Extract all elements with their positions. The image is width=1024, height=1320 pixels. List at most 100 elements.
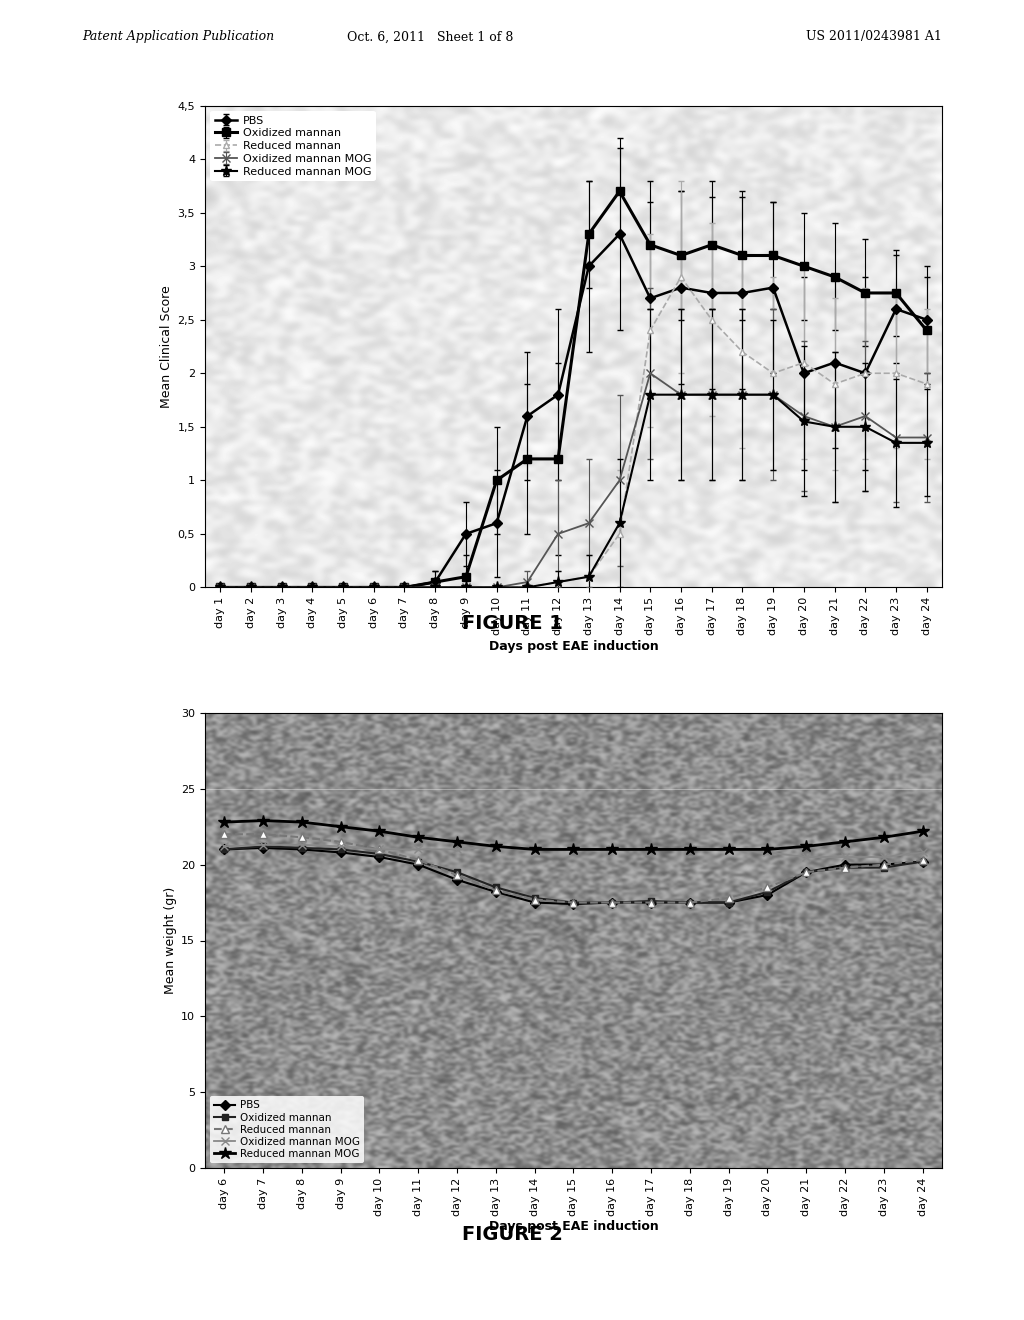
Oxidized mannan MOG: [489, 838, 502, 854]
PBS: [567, 896, 580, 912]
Reduced mannan: [528, 891, 541, 907]
PBS: [684, 895, 696, 911]
Reduced mannan MOG: [645, 842, 657, 858]
PBS: [916, 854, 929, 870]
Oxidized mannan: [606, 895, 618, 911]
Oxidized mannan MOG: [451, 842, 463, 858]
Oxidized mannan: [645, 894, 657, 909]
Oxidized mannan: [800, 865, 812, 880]
Reduced mannan: [800, 865, 812, 880]
Oxidized mannan MOG: [916, 845, 929, 861]
Reduced mannan MOG: [412, 829, 424, 845]
Oxidized mannan MOG: [296, 837, 308, 853]
Text: Oct. 6, 2011   Sheet 1 of 8: Oct. 6, 2011 Sheet 1 of 8: [347, 30, 513, 44]
Legend: PBS, Oxidized mannan, Reduced mannan, Oxidized mannan MOG, Reduced mannan MOG: PBS, Oxidized mannan, Reduced mannan, Ox…: [210, 1097, 365, 1163]
Oxidized mannan: [335, 842, 347, 858]
PBS: [839, 857, 851, 873]
Reduced mannan: [606, 895, 618, 911]
Text: FIGURE 2: FIGURE 2: [462, 1225, 562, 1243]
Oxidized mannan: [839, 859, 851, 875]
Oxidized mannan MOG: [528, 842, 541, 858]
PBS: [451, 873, 463, 888]
Oxidized mannan: [296, 840, 308, 855]
Reduced mannan: [916, 853, 929, 869]
Oxidized mannan: [218, 842, 230, 858]
X-axis label: Days post EAE induction: Days post EAE induction: [488, 640, 658, 652]
Text: FIGURE 1: FIGURE 1: [462, 614, 562, 632]
Line: Reduced mannan MOG: Reduced mannan MOG: [218, 814, 929, 855]
PBS: [335, 845, 347, 861]
PBS: [412, 857, 424, 873]
Line: PBS: PBS: [221, 845, 926, 908]
Oxidized mannan: [723, 895, 735, 911]
Oxidized mannan MOG: [218, 838, 230, 854]
Reduced mannan MOG: [374, 824, 386, 840]
Oxidized mannan MOG: [567, 842, 580, 858]
Reduced mannan: [723, 890, 735, 906]
Oxidized mannan MOG: [606, 842, 618, 858]
PBS: [528, 895, 541, 911]
Oxidized mannan MOG: [645, 842, 657, 858]
Oxidized mannan: [916, 854, 929, 870]
PBS: [761, 887, 773, 903]
Oxidized mannan: [684, 895, 696, 911]
Reduced mannan: [412, 853, 424, 869]
Reduced mannan MOG: [916, 824, 929, 840]
Oxidized mannan MOG: [257, 837, 269, 853]
Oxidized mannan MOG: [374, 842, 386, 858]
Reduced mannan MOG: [723, 842, 735, 858]
Reduced mannan: [489, 883, 502, 899]
PBS: [489, 884, 502, 900]
Reduced mannan MOG: [296, 814, 308, 830]
Legend: PBS, Oxidized mannan, Reduced mannan, Oxidized mannan MOG, Reduced mannan MOG: PBS, Oxidized mannan, Reduced mannan, Ox…: [210, 111, 376, 181]
Oxidized mannan MOG: [684, 842, 696, 858]
Reduced mannan: [761, 879, 773, 895]
X-axis label: Days post EAE induction: Days post EAE induction: [488, 1221, 658, 1233]
Text: US 2011/0243981 A1: US 2011/0243981 A1: [806, 30, 942, 44]
Oxidized mannan MOG: [878, 849, 890, 865]
Reduced mannan: [374, 842, 386, 858]
Reduced mannan MOG: [218, 814, 230, 830]
PBS: [296, 842, 308, 858]
PBS: [218, 842, 230, 858]
Oxidized mannan MOG: [412, 842, 424, 858]
Oxidized mannan: [451, 865, 463, 880]
Oxidized mannan: [528, 890, 541, 906]
PBS: [374, 849, 386, 865]
Line: Reduced mannan: Reduced mannan: [220, 830, 927, 907]
Reduced mannan: [218, 826, 230, 842]
Reduced mannan MOG: [606, 842, 618, 858]
Reduced mannan: [878, 857, 890, 873]
PBS: [645, 895, 657, 911]
Reduced mannan: [839, 859, 851, 875]
Y-axis label: Mean Clinical Score: Mean Clinical Score: [161, 285, 173, 408]
Line: Oxidized mannan: Oxidized mannan: [221, 843, 926, 906]
Reduced mannan MOG: [839, 834, 851, 850]
Oxidized mannan: [878, 859, 890, 875]
Reduced mannan MOG: [684, 842, 696, 858]
Reduced mannan: [567, 895, 580, 911]
Y-axis label: Mean weight (gr): Mean weight (gr): [164, 887, 177, 994]
Reduced mannan: [451, 867, 463, 883]
Reduced mannan MOG: [878, 829, 890, 845]
Oxidized mannan: [257, 838, 269, 854]
Reduced mannan: [296, 829, 308, 845]
Oxidized mannan MOG: [839, 849, 851, 865]
Reduced mannan MOG: [761, 842, 773, 858]
Oxidized mannan: [567, 895, 580, 911]
Reduced mannan MOG: [451, 834, 463, 850]
Reduced mannan MOG: [567, 842, 580, 858]
Line: Oxidized mannan MOG: Oxidized mannan MOG: [220, 841, 927, 861]
Reduced mannan MOG: [528, 842, 541, 858]
Reduced mannan MOG: [800, 838, 812, 854]
Oxidized mannan: [489, 879, 502, 895]
Oxidized mannan: [374, 846, 386, 862]
PBS: [723, 895, 735, 911]
Reduced mannan: [335, 834, 347, 850]
PBS: [878, 857, 890, 873]
PBS: [800, 865, 812, 880]
Oxidized mannan MOG: [335, 838, 347, 854]
Oxidized mannan MOG: [723, 842, 735, 858]
Reduced mannan MOG: [489, 838, 502, 854]
Oxidized mannan: [412, 854, 424, 870]
